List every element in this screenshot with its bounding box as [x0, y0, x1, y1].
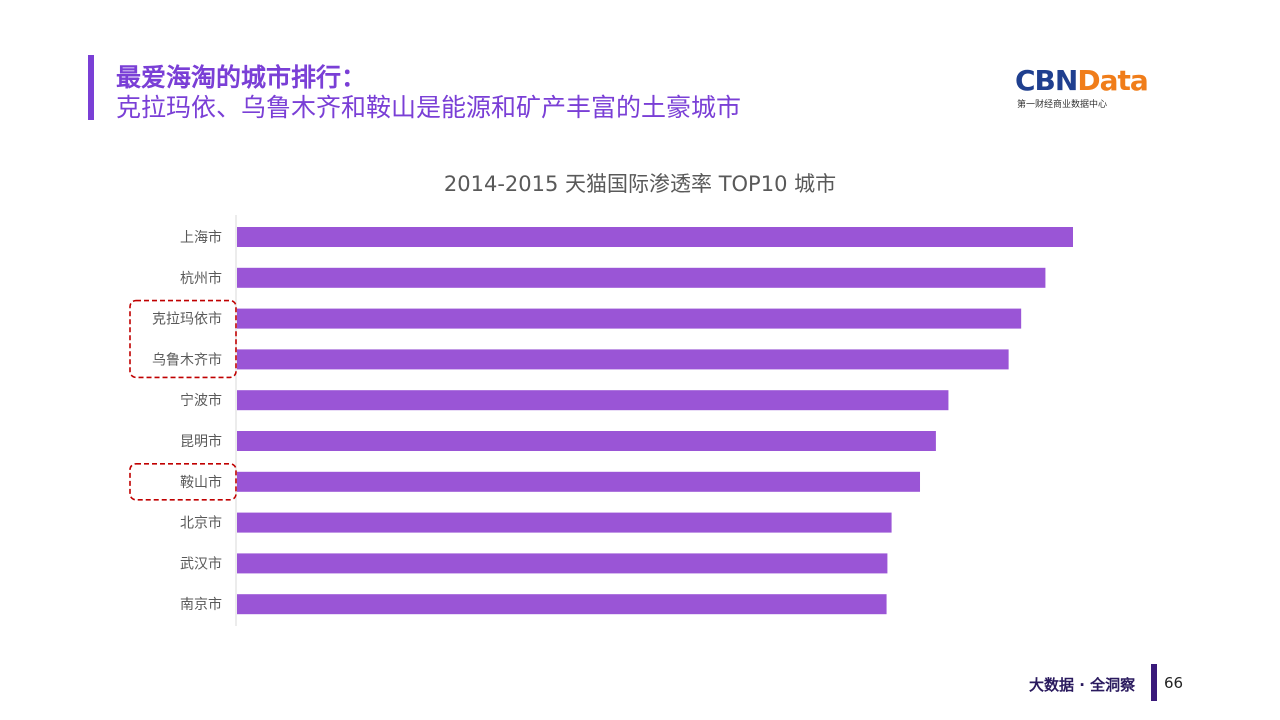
bar-3 — [237, 349, 1009, 370]
logo-wordmark: CBNData — [1015, 64, 1149, 97]
category-label-2: 克拉玛依市 — [152, 311, 222, 328]
slide-title: 最爱海淘的城市排行： — [116, 63, 367, 92]
cbndata-logo: CBNData 第一财经商业数据中心 — [1015, 66, 1155, 111]
category-label-8: 武汉市 — [180, 555, 222, 572]
footer-accent-bar — [1151, 664, 1157, 701]
category-label-5: 昆明市 — [180, 433, 222, 450]
bar-1 — [237, 267, 1046, 288]
category-label-4: 宁波市 — [180, 392, 222, 409]
bar-0 — [237, 227, 1073, 247]
highlight-box-0 — [129, 299, 237, 379]
bar-7 — [237, 512, 892, 533]
bar-6 — [237, 471, 921, 492]
chart-title: 2014-2015 天猫国际渗透率 TOP10 城市 — [443, 172, 837, 196]
logo-wordmark-cbn: CBN — [1015, 64, 1078, 97]
bar-8 — [237, 553, 888, 574]
title-accent-bar — [88, 55, 94, 120]
category-label-1: 杭州市 — [180, 270, 222, 287]
bar-9 — [237, 594, 887, 615]
footer-tagline: 大数据 · 全洞察 — [1029, 676, 1136, 694]
bar-4 — [237, 390, 949, 411]
logo-wordmark-data: Data — [1077, 64, 1148, 97]
category-label-9: 南京市 — [180, 596, 222, 613]
category-label-7: 北京市 — [180, 515, 222, 532]
page-number: 66 — [1164, 674, 1184, 692]
category-label-3: 乌鲁木齐市 — [152, 351, 222, 368]
highlight-box-1 — [129, 462, 237, 501]
category-label-6: 鞍山市 — [180, 474, 222, 491]
bar-2 — [237, 308, 1022, 329]
logo-subtitle: 第一财经商业数据中心 — [1017, 100, 1108, 110]
category-label-0: 上海市 — [180, 229, 222, 246]
slide-subtitle: 克拉玛依、乌鲁木齐和鞍山是能源和矿产丰富的土豪城市 — [116, 93, 742, 122]
bar-5 — [237, 431, 936, 451]
